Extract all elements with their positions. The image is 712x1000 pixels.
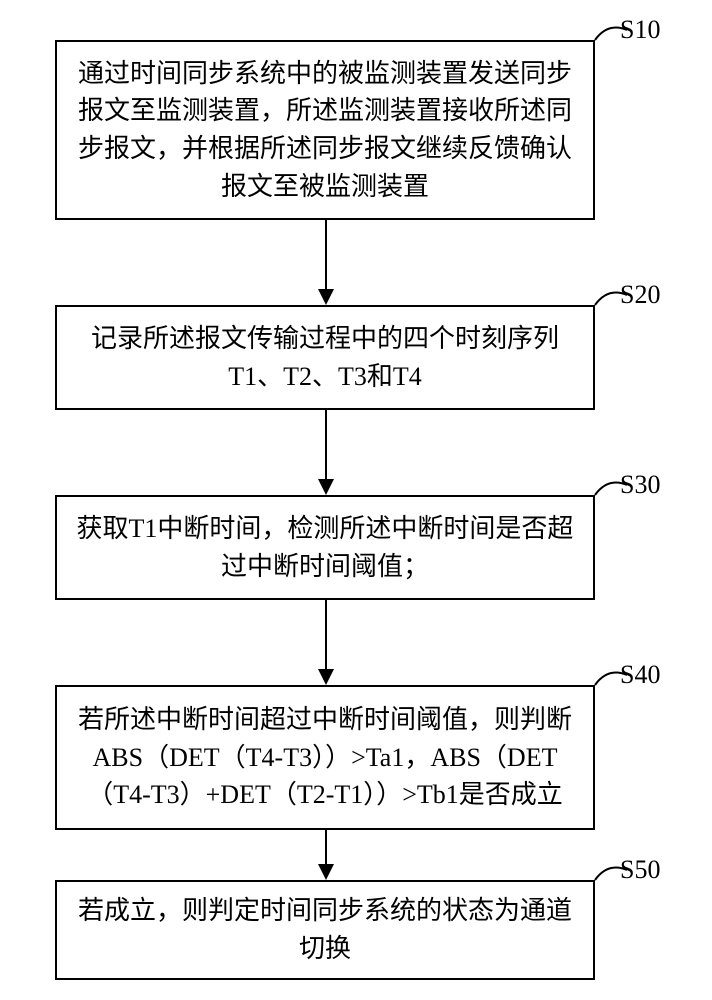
step-box-s50: 若成立，则判定时间同步系统的状态为通道切换 bbox=[55, 880, 595, 980]
step-text: 若所述中断时间超过中断时间阈值，则判断ABS（DET（T4-T3））>Ta1，A… bbox=[75, 701, 575, 814]
step-text: 若成立，则判定时间同步系统的状态为通道切换 bbox=[75, 892, 575, 967]
step-box-s20: 记录所述报文传输过程中的四个时刻序列T1、T2、T3和T4 bbox=[55, 305, 595, 410]
step-text: 记录所述报文传输过程中的四个时刻序列T1、T2、T3和T4 bbox=[75, 320, 575, 395]
step-label-s50: S50 bbox=[620, 855, 660, 885]
step-box-s10: 通过时间同步系统中的被监测装置发送同步报文至监测装置，所述监测装置接收所述同步报… bbox=[55, 40, 595, 220]
step-text: 通过时间同步系统中的被监测装置发送同步报文至监测装置，所述监测装置接收所述同步报… bbox=[75, 55, 575, 206]
step-box-s30: 获取T1中断时间，检测所述中断时间是否超过中断时间阈值； bbox=[55, 495, 595, 600]
step-box-s40: 若所述中断时间超过中断时间阈值，则判断ABS（DET（T4-T3））>Ta1，A… bbox=[55, 685, 595, 830]
step-label-s40: S40 bbox=[620, 660, 660, 690]
step-text: 获取T1中断时间，检测所述中断时间是否超过中断时间阈值； bbox=[75, 510, 575, 585]
flowchart-canvas: 通过时间同步系统中的被监测装置发送同步报文至监测装置，所述监测装置接收所述同步报… bbox=[0, 0, 712, 1000]
step-label-s20: S20 bbox=[620, 280, 660, 310]
step-label-s30: S30 bbox=[620, 470, 660, 500]
step-label-s10: S10 bbox=[620, 15, 660, 45]
